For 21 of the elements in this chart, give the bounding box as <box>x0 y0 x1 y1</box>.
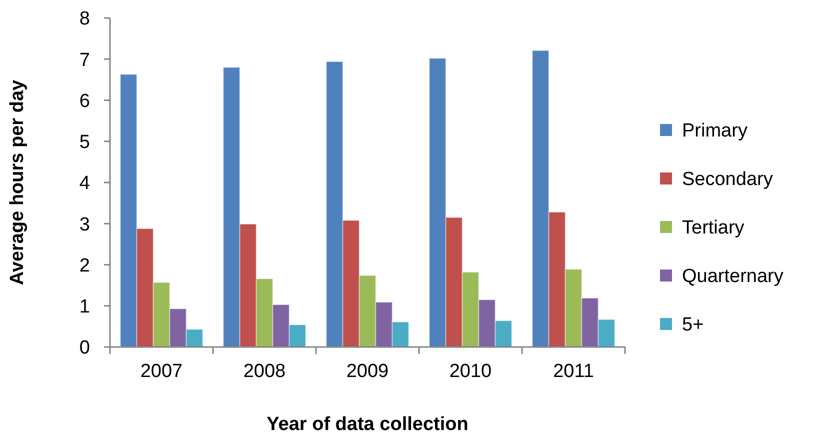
x-tick-label: 2008 <box>243 361 286 382</box>
y-tick-label: 3 <box>79 214 90 236</box>
y-tick-label: 1 <box>79 296 90 318</box>
y-tick-label: 8 <box>79 8 90 30</box>
y-tick-label: 5 <box>79 132 90 154</box>
legend-label: Primary <box>682 120 748 142</box>
legend-label: Tertiary <box>682 218 745 239</box>
y-tick-label: 0 <box>79 338 90 359</box>
legend-label: 5+ <box>682 314 704 336</box>
x-axis-title: Year of data collection <box>266 414 468 435</box>
y-tick-label: 7 <box>79 50 90 71</box>
y-tick-label: 6 <box>79 90 90 112</box>
y-axis-title: Average hours per day <box>7 79 28 286</box>
legend-label: Secondary <box>682 169 774 190</box>
x-tick-label: 2010 <box>449 361 492 382</box>
x-tick-label: 2011 <box>553 361 594 382</box>
x-tick-label: 2007 <box>140 361 183 382</box>
y-tick-label: 2 <box>79 255 90 276</box>
x-tick-label: 2009 <box>346 361 389 382</box>
legend-label: Quarternary <box>682 266 784 288</box>
y-tick-label: 4 <box>79 173 90 194</box>
